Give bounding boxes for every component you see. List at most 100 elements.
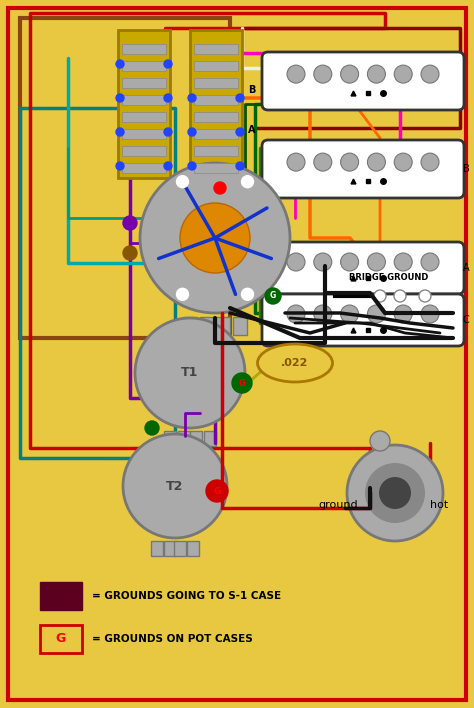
Circle shape xyxy=(123,434,227,538)
Bar xyxy=(194,95,238,105)
Bar xyxy=(216,317,230,335)
FancyBboxPatch shape xyxy=(262,140,464,198)
Circle shape xyxy=(188,94,196,102)
Bar xyxy=(200,317,214,335)
Bar xyxy=(122,146,166,156)
Circle shape xyxy=(135,318,245,428)
Circle shape xyxy=(123,216,137,230)
Circle shape xyxy=(341,153,359,171)
Text: G: G xyxy=(270,292,276,300)
Bar xyxy=(122,95,166,105)
Circle shape xyxy=(176,176,189,188)
Text: ground: ground xyxy=(318,500,357,510)
Text: BRIDGE GROUND: BRIDGE GROUND xyxy=(349,273,428,282)
Bar xyxy=(190,30,242,178)
Circle shape xyxy=(370,431,390,451)
Text: = GROUNDS GOING TO S-1 CASE: = GROUNDS GOING TO S-1 CASE xyxy=(92,591,281,601)
Circle shape xyxy=(164,162,172,170)
Circle shape xyxy=(367,305,385,323)
Circle shape xyxy=(394,65,412,83)
Bar xyxy=(164,541,176,556)
Circle shape xyxy=(421,65,439,83)
Circle shape xyxy=(374,290,386,302)
Circle shape xyxy=(236,162,244,170)
Bar xyxy=(164,431,176,446)
Circle shape xyxy=(394,305,412,323)
Circle shape xyxy=(206,480,228,502)
Circle shape xyxy=(241,176,254,188)
Bar xyxy=(187,541,199,556)
Text: B: B xyxy=(248,85,255,95)
Bar xyxy=(194,61,238,71)
Circle shape xyxy=(188,128,196,136)
Circle shape xyxy=(236,128,244,136)
Circle shape xyxy=(164,128,172,136)
Circle shape xyxy=(116,162,124,170)
Bar xyxy=(40,625,82,653)
Circle shape xyxy=(176,288,189,300)
Bar xyxy=(122,129,166,139)
Circle shape xyxy=(347,445,443,541)
Circle shape xyxy=(419,290,431,302)
Circle shape xyxy=(116,60,124,68)
Bar xyxy=(204,431,216,446)
Bar xyxy=(194,163,238,173)
Circle shape xyxy=(314,305,332,323)
Circle shape xyxy=(265,288,281,304)
Circle shape xyxy=(116,94,124,102)
Bar xyxy=(194,112,238,122)
Bar xyxy=(233,317,247,335)
Circle shape xyxy=(421,305,439,323)
Circle shape xyxy=(180,203,250,273)
Text: hot: hot xyxy=(430,500,448,510)
Circle shape xyxy=(145,421,159,435)
Bar xyxy=(183,317,197,335)
Circle shape xyxy=(287,65,305,83)
Bar xyxy=(122,163,166,173)
Text: A: A xyxy=(248,125,255,135)
Bar xyxy=(40,582,82,610)
Circle shape xyxy=(188,162,196,170)
Bar xyxy=(122,61,166,71)
Text: G: G xyxy=(238,379,246,387)
Circle shape xyxy=(365,463,425,523)
Bar xyxy=(151,541,163,556)
Bar xyxy=(20,18,230,338)
Text: G: G xyxy=(213,486,221,496)
Circle shape xyxy=(341,305,359,323)
FancyBboxPatch shape xyxy=(262,294,464,346)
Circle shape xyxy=(394,290,406,302)
Bar xyxy=(194,78,238,88)
Bar xyxy=(122,78,166,88)
Circle shape xyxy=(367,153,385,171)
Circle shape xyxy=(314,65,332,83)
Circle shape xyxy=(164,60,172,68)
Circle shape xyxy=(314,153,332,171)
Circle shape xyxy=(123,246,137,260)
Circle shape xyxy=(367,253,385,271)
Circle shape xyxy=(394,253,412,271)
Text: C: C xyxy=(463,315,470,325)
Circle shape xyxy=(287,305,305,323)
Bar xyxy=(118,30,170,178)
Circle shape xyxy=(287,253,305,271)
Bar xyxy=(122,112,166,122)
Circle shape xyxy=(140,163,290,313)
Text: B: B xyxy=(463,164,470,174)
Bar xyxy=(194,44,238,54)
Circle shape xyxy=(394,153,412,171)
Text: .022: .022 xyxy=(281,358,309,368)
Circle shape xyxy=(421,153,439,171)
Circle shape xyxy=(164,94,172,102)
Bar xyxy=(325,266,453,318)
Circle shape xyxy=(341,253,359,271)
Text: T1: T1 xyxy=(182,367,199,379)
Circle shape xyxy=(314,253,332,271)
Text: A: A xyxy=(463,263,470,273)
Ellipse shape xyxy=(257,344,332,382)
Bar xyxy=(122,44,166,54)
Bar xyxy=(178,431,190,446)
Circle shape xyxy=(232,373,252,393)
Bar xyxy=(190,431,202,446)
Circle shape xyxy=(214,182,226,194)
